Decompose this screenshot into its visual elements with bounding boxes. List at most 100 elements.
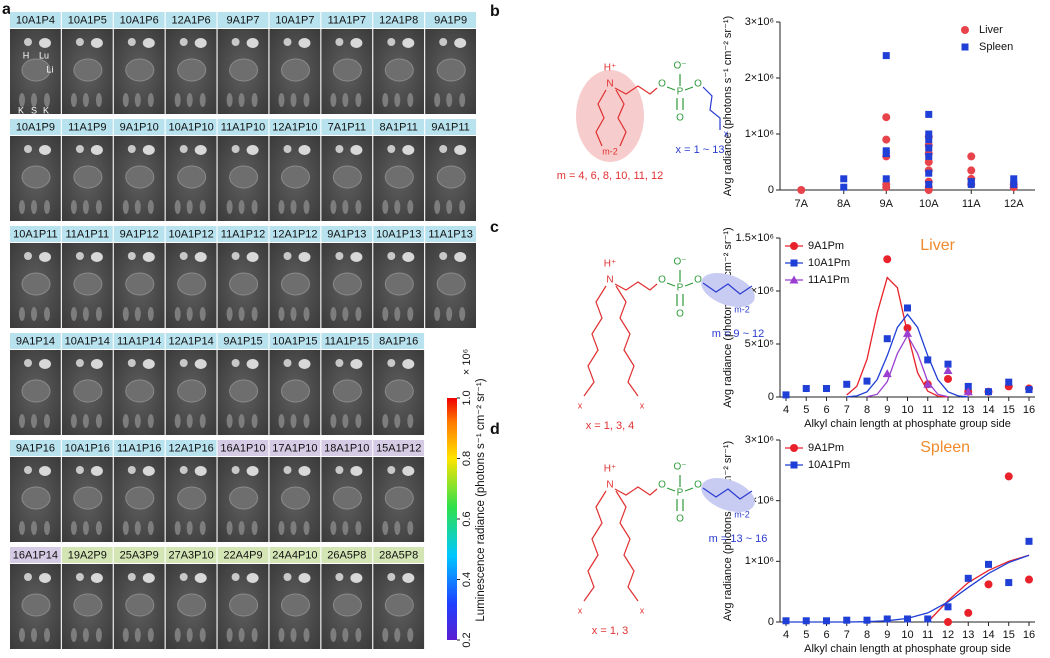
bond [702, 86, 721, 130]
atom: O [658, 480, 666, 491]
organ [436, 165, 466, 189]
organ [39, 145, 51, 155]
organ [402, 145, 415, 155]
atom: H⁺ [604, 63, 617, 74]
organ-label: S [31, 105, 37, 115]
organ [382, 628, 389, 642]
organ [70, 628, 77, 642]
point [1025, 537, 1033, 545]
point [964, 574, 972, 582]
organ [31, 414, 37, 428]
organ [186, 628, 193, 642]
legend-label: Liver [979, 24, 1003, 36]
label-bg [269, 226, 321, 242]
organ [199, 93, 206, 107]
organ [407, 93, 414, 107]
organ [142, 573, 155, 583]
point [985, 388, 992, 396]
label-bg [10, 333, 61, 349]
organ [44, 414, 50, 428]
organ [174, 93, 181, 107]
organ [142, 466, 155, 476]
organ-label: K [18, 105, 24, 115]
organ [330, 521, 337, 535]
organ [238, 307, 245, 321]
cell-label: 10A1P6 [120, 14, 159, 26]
cell-label: 10A1P15 [272, 335, 317, 347]
organ [147, 307, 154, 321]
cell-label: 10A1P10 [168, 121, 213, 133]
organ [82, 307, 89, 321]
point [925, 144, 933, 152]
fit-curve [846, 313, 969, 398]
organ [278, 93, 285, 107]
cell-label: 25A3P9 [120, 549, 159, 561]
colorbar-tick-label: 0.4 [461, 572, 473, 587]
cell-label: 19A2P9 [68, 549, 107, 561]
cell-label: 11A1P16 [117, 442, 161, 454]
organ [134, 93, 141, 107]
organ [75, 466, 84, 474]
atom: O [694, 275, 702, 286]
cell-label: 18A1P10 [324, 442, 369, 454]
label-bg [425, 119, 476, 135]
organ [31, 628, 37, 642]
organ [355, 414, 362, 428]
label-bg [165, 226, 217, 242]
x-tick-label: 12 [942, 629, 954, 641]
subscript: m-2 [734, 304, 750, 314]
organ [231, 145, 240, 153]
organ [229, 58, 259, 82]
organ [298, 359, 311, 369]
fit-curve [786, 554, 1030, 623]
cell-label: 11A1P12 [221, 228, 265, 240]
organ [174, 628, 181, 642]
organ [330, 93, 337, 107]
x-tick-label: 15 [1003, 404, 1015, 416]
organ [290, 414, 297, 428]
organ [24, 573, 32, 581]
legend-marker [961, 26, 969, 34]
point [967, 180, 975, 188]
organ [332, 272, 362, 296]
organ [231, 252, 240, 260]
organ [355, 200, 362, 214]
atom: O [658, 79, 666, 90]
point [984, 580, 993, 589]
label-bg [321, 226, 373, 242]
organ [231, 359, 240, 367]
cell-label: 9A1P9 [434, 14, 467, 26]
organ [177, 58, 207, 82]
point [1010, 180, 1018, 188]
y-tick-label: 1×10⁶ [745, 128, 774, 140]
organ [122, 521, 129, 535]
organ [382, 200, 389, 214]
organ-label: Lu [39, 50, 49, 60]
organ [382, 414, 389, 428]
label-bg [61, 440, 113, 456]
organ [387, 38, 396, 46]
organ [75, 38, 84, 46]
fit-curve [866, 334, 949, 398]
organ [350, 145, 363, 155]
organ [342, 414, 349, 428]
organ [238, 414, 245, 428]
organ [147, 414, 154, 428]
point [882, 52, 890, 60]
x-tick-label: 6 [823, 404, 829, 416]
atom: O [676, 309, 684, 320]
organ [125, 486, 155, 510]
label-bg [321, 12, 373, 28]
organ [174, 414, 181, 428]
cell-label: 15A1P12 [376, 442, 421, 454]
y-tick-label: 1×10⁶ [745, 555, 774, 567]
point [925, 169, 933, 177]
point [944, 374, 952, 383]
cell-label: 7A1P11 [328, 121, 366, 133]
organ [384, 486, 414, 510]
organ [186, 521, 193, 535]
cell-label: 10A1P12 [168, 228, 213, 240]
organ [31, 93, 37, 107]
organ [122, 200, 129, 214]
organ [24, 466, 32, 474]
